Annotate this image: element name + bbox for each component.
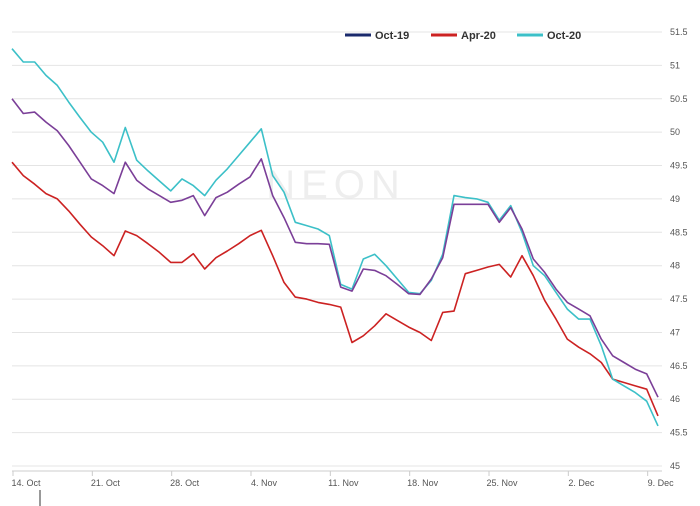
- y-tick-label: 47: [670, 327, 680, 337]
- y-tick-label: 46: [670, 394, 680, 404]
- y-tick-label: 45.5: [670, 428, 688, 438]
- y-tick-label: 49.5: [670, 161, 688, 171]
- x-tick-label: 14. Oct: [11, 478, 41, 488]
- y-tick-label: 48.5: [670, 227, 688, 237]
- y-axis-ticks: 45 45.5 46 46.5 47 47.5 48 48.5 49 49.5 50 50.5 51 51…: [670, 27, 688, 471]
- y-tick-label: 49: [670, 194, 680, 204]
- grid-lines: [12, 31, 662, 472]
- x-tick-label: 11. Nov: [328, 478, 359, 488]
- x-tick-label: 2. Dec: [568, 478, 595, 488]
- x-tick-label: 4. Nov: [251, 478, 278, 488]
- series-line-4: [11, 98, 659, 398]
- series-group: [11, 48, 659, 427]
- legend-label[interactable]: Oct-20: [547, 30, 581, 42]
- series-line-2: [11, 161, 659, 417]
- y-tick-label: 50: [670, 127, 680, 137]
- x-tick-label: 25. Nov: [486, 478, 518, 488]
- x-tick-label: 28. Oct: [170, 478, 200, 488]
- legend-label[interactable]: Oct-19: [375, 30, 409, 42]
- watermark-text: NEON: [266, 163, 406, 207]
- legend-label[interactable]: Apr-20: [461, 30, 496, 42]
- y-tick-label: 50.5: [670, 94, 688, 104]
- y-tick-label: 51: [670, 60, 680, 70]
- y-tick-label: 47.5: [670, 294, 688, 304]
- y-tick-label: 46.5: [670, 361, 688, 371]
- y-tick-label: 48: [670, 261, 680, 271]
- y-tick-label: 45: [670, 461, 680, 471]
- x-tick-label: 18. Nov: [407, 478, 439, 488]
- x-tick-label: 9. Dec: [648, 478, 675, 488]
- x-axis-ticks: 14. Oct 21. Oct 28. Oct 4. Nov 11. Nov 18. No…: [11, 471, 674, 506]
- series-line-3: [11, 48, 659, 427]
- y-tick-label: 51.5: [670, 27, 688, 37]
- x-tick-label: 21. Oct: [91, 478, 121, 488]
- legend: Oct-19 Apr-20 Oct-20: [345, 30, 581, 42]
